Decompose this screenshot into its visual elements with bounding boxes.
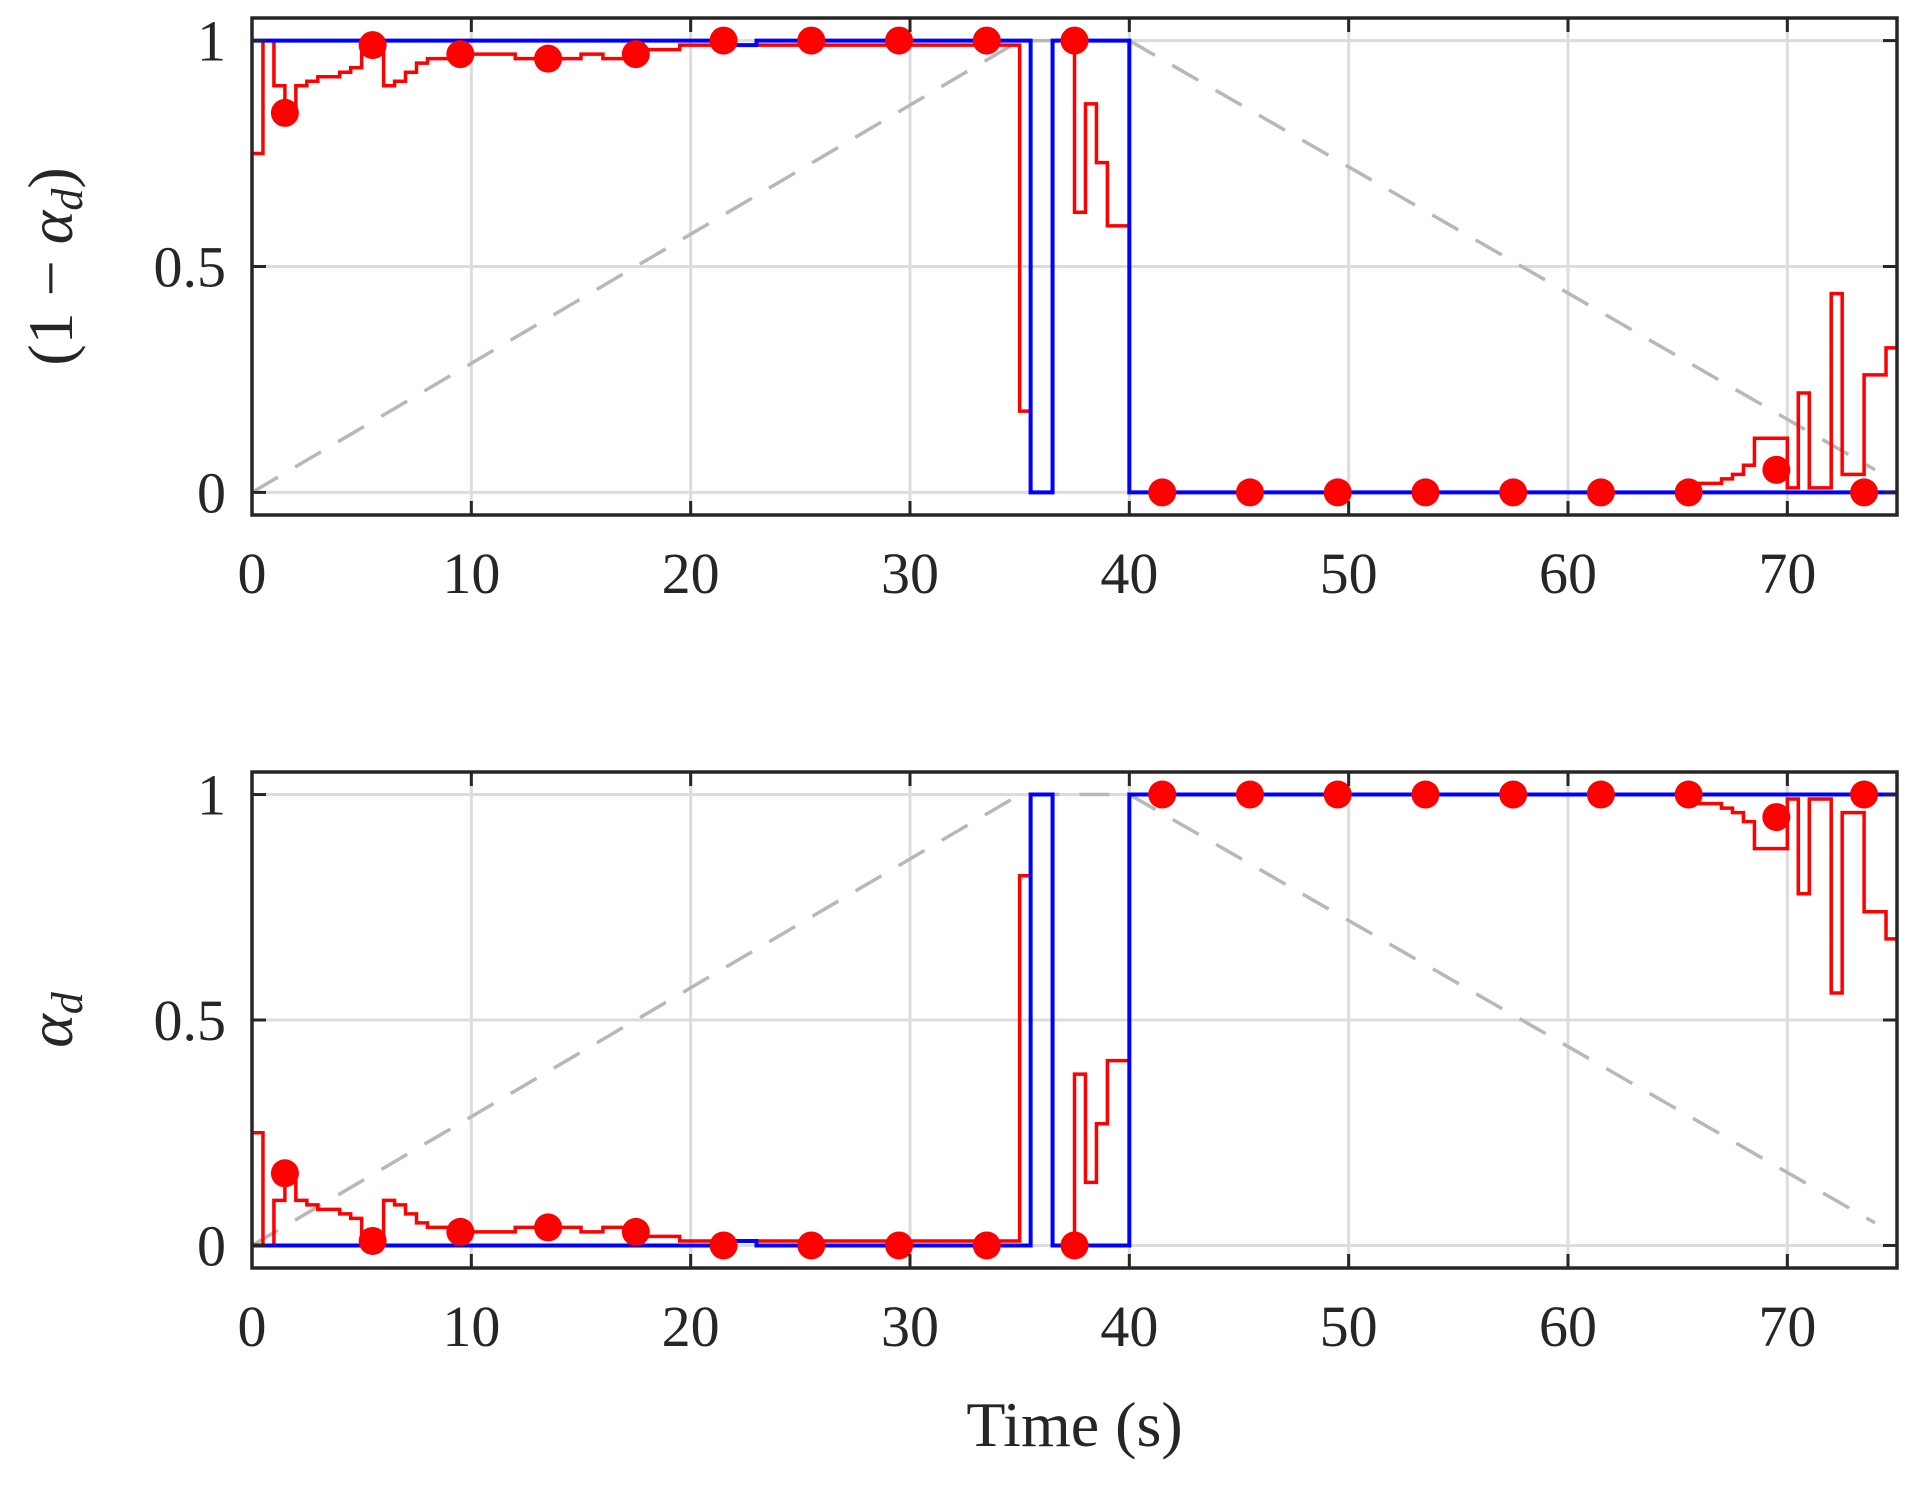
- data-point: [709, 1231, 738, 1260]
- x-tick-label: 0: [238, 541, 267, 606]
- panel-top: 0 10 20 30 40 50 60 70 0 0.5 1 (1 − αd): [15, 9, 1899, 606]
- x-tick-label: 60: [1539, 541, 1597, 606]
- x-tick-label: 40: [1100, 541, 1158, 606]
- x-tick-label: 10: [442, 541, 500, 606]
- x-tick-label: 10: [442, 1294, 500, 1359]
- tick-marks: [250, 18, 1897, 515]
- data-point: [270, 1159, 299, 1188]
- x-tick-label: 60: [1539, 1294, 1597, 1359]
- data-point: [972, 1231, 1001, 1260]
- marker-series: [270, 780, 1879, 1260]
- estimate-tail-step-line: [1568, 792, 1897, 995]
- x-tick-label: 70: [1758, 1294, 1816, 1359]
- x-tick-label: 50: [1320, 541, 1378, 606]
- y-tick-label: 1: [197, 763, 226, 828]
- data-point: [1674, 478, 1703, 507]
- y-axis-label: (1 − αd): [15, 167, 92, 365]
- data-point: [534, 44, 563, 73]
- data-point: [1148, 478, 1177, 507]
- data-point: [621, 1217, 650, 1246]
- data-point: [621, 40, 650, 69]
- data-point: [446, 1217, 475, 1246]
- y-tick-label: 1: [197, 9, 226, 74]
- data-point: [1148, 780, 1177, 809]
- data-point: [885, 1231, 914, 1260]
- panel-bottom: 0 10 20 30 40 50 60 70 0 0.5 1 αd Time (s): [15, 763, 1899, 1460]
- y-tick-label: 0: [197, 1213, 226, 1278]
- data-point: [1499, 780, 1528, 809]
- data-point: [1586, 478, 1615, 507]
- data-point: [270, 98, 299, 127]
- data-point: [1850, 478, 1879, 507]
- y-tick-label: 0: [197, 460, 226, 525]
- reference-line: [251, 792, 1876, 1247]
- data-point: [885, 26, 914, 55]
- data-point: [709, 26, 738, 55]
- data-point: [1586, 780, 1615, 809]
- x-tick-label: 50: [1320, 1294, 1378, 1359]
- data-point: [1411, 780, 1440, 809]
- plot-area: [251, 26, 1897, 507]
- x-tick-label: 20: [662, 1294, 720, 1359]
- data-point: [1060, 26, 1089, 55]
- data-point: [358, 31, 387, 60]
- data-point: [1323, 780, 1352, 809]
- y-tick-label: 0.5: [154, 235, 227, 300]
- data-point: [1411, 478, 1440, 507]
- marker-series: [270, 26, 1879, 507]
- data-point: [1235, 478, 1264, 507]
- data-point: [1850, 780, 1879, 809]
- data-point: [446, 40, 475, 69]
- data-point: [1762, 455, 1791, 484]
- data-point: [534, 1213, 563, 1242]
- x-tick-label: 30: [881, 541, 939, 606]
- data-point: [1674, 780, 1703, 809]
- data-point: [358, 1226, 387, 1255]
- y-axis-label: αd: [15, 991, 92, 1048]
- data-point: [797, 1231, 826, 1260]
- data-point: [1235, 780, 1264, 809]
- data-point: [1762, 803, 1791, 832]
- x-tick-label: 70: [1758, 541, 1816, 606]
- x-tick-label: 20: [662, 541, 720, 606]
- x-tick-label: 30: [881, 1294, 939, 1359]
- data-point: [972, 26, 1001, 55]
- x-tick-label: 40: [1100, 1294, 1158, 1359]
- tick-marks: [250, 772, 1897, 1268]
- data-point: [1499, 478, 1528, 507]
- data-point: [1060, 1231, 1089, 1260]
- estimate-tail-step-line: [1568, 291, 1897, 495]
- data-point: [797, 26, 826, 55]
- y-tick-label: 0.5: [154, 988, 227, 1053]
- x-tick-label: 0: [238, 1294, 267, 1359]
- data-point: [1323, 478, 1352, 507]
- plot-area: [251, 780, 1897, 1260]
- x-axis-label: Time (s): [966, 1389, 1182, 1460]
